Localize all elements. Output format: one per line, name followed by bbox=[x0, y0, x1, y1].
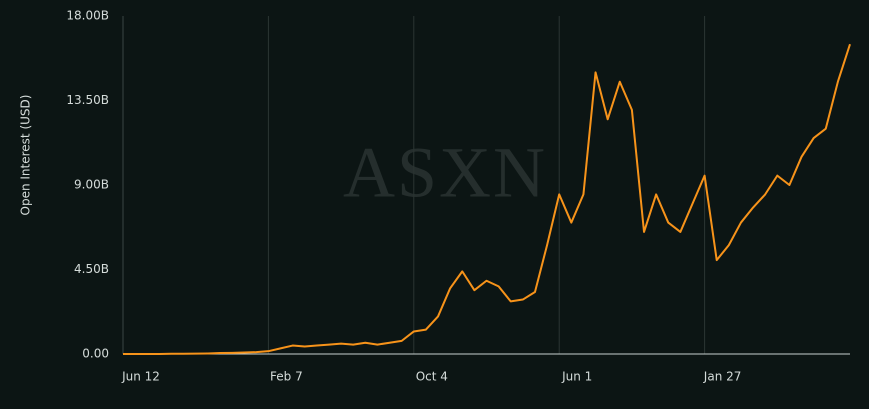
x-tick-label: Jun 1 bbox=[561, 370, 592, 384]
watermark: ASXN bbox=[343, 133, 547, 213]
y-tick-label: 9.00B bbox=[74, 178, 109, 192]
x-tick-label: Jun 12 bbox=[121, 370, 160, 384]
x-tick-label: Feb 7 bbox=[270, 370, 303, 384]
y-tick-label: 13.50B bbox=[66, 93, 109, 107]
y-tick-label: 0.00 bbox=[82, 347, 109, 361]
x-tick-label: Oct 4 bbox=[416, 370, 448, 384]
y-tick-label: 18.00B bbox=[66, 9, 109, 23]
x-tick-label: Jan 27 bbox=[703, 370, 742, 384]
data-line bbox=[123, 43, 851, 355]
y-axis-label: Open Interest (USD) bbox=[19, 95, 33, 216]
y-tick-label: 4.50B bbox=[74, 262, 109, 276]
